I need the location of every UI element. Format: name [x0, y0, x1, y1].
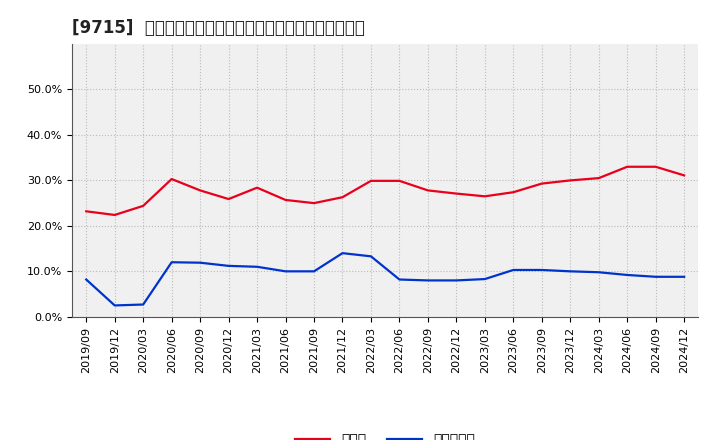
有利子負債 [595, 270, 603, 275]
有利子負債 [196, 260, 204, 265]
現預金 [139, 203, 148, 209]
現預金 [338, 194, 347, 200]
有利子負債 [395, 277, 404, 282]
現預金 [680, 173, 688, 178]
Line: 有利子負債: 有利子負債 [86, 253, 684, 305]
現預金 [623, 164, 631, 169]
現預金 [537, 181, 546, 186]
有利子負債 [167, 260, 176, 265]
有利子負債 [253, 264, 261, 269]
Text: [9715]  現預金、有利子負債の総資産に対する比率の推移: [9715] 現預金、有利子負債の総資産に対する比率の推移 [72, 19, 365, 37]
現預金 [566, 178, 575, 183]
現預金 [82, 209, 91, 214]
有利子負債 [282, 269, 290, 274]
有利子負債 [452, 278, 461, 283]
Legend: 現預金, 有利子負債: 現預金, 有利子負債 [290, 427, 480, 440]
有利子負債 [652, 274, 660, 279]
有利子負債 [623, 272, 631, 278]
現預金 [652, 164, 660, 169]
有利子負債 [509, 268, 518, 273]
現預金 [282, 197, 290, 202]
現預金 [225, 196, 233, 202]
有利子負債 [680, 274, 688, 279]
現預金 [167, 176, 176, 182]
現預金 [310, 201, 318, 206]
現預金 [423, 188, 432, 193]
現預金 [595, 176, 603, 181]
現預金 [480, 194, 489, 199]
有利子負債 [338, 250, 347, 256]
現預金 [110, 213, 119, 218]
現預金 [253, 185, 261, 191]
有利子負債 [566, 269, 575, 274]
有利子負債 [225, 263, 233, 268]
有利子負債 [139, 302, 148, 307]
現預金 [395, 178, 404, 183]
有利子負債 [480, 276, 489, 282]
有利子負債 [423, 278, 432, 283]
有利子負債 [310, 269, 318, 274]
現預金 [196, 188, 204, 193]
現預金 [366, 178, 375, 183]
現預金 [452, 191, 461, 196]
有利子負債 [537, 268, 546, 273]
有利子負債 [110, 303, 119, 308]
現預金 [509, 190, 518, 195]
有利子負債 [366, 254, 375, 259]
有利子負債 [82, 277, 91, 282]
Line: 現預金: 現預金 [86, 167, 684, 215]
